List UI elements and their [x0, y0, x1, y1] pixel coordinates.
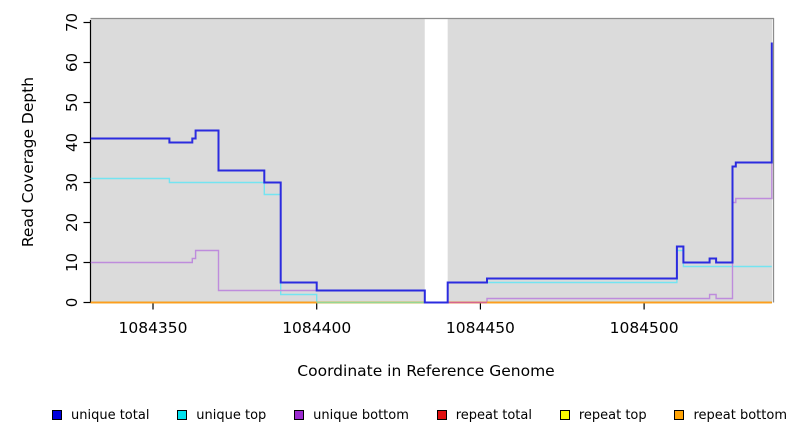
legend-swatch-icon — [674, 410, 685, 420]
legend-label: unique top — [196, 407, 267, 423]
masked-region — [424, 19, 448, 304]
series-unique-total — [90, 42, 773, 304]
legend-label: repeat bottom — [693, 407, 787, 423]
y-tick-label: 60 — [63, 53, 81, 72]
legend-label: repeat top — [578, 407, 647, 423]
y-tick-label: 0 — [63, 298, 81, 308]
series-unique-top — [90, 177, 772, 304]
y-tick-label: 70 — [63, 13, 81, 32]
legend-swatch-icon — [436, 410, 447, 420]
legend-swatch-icon — [559, 410, 570, 420]
legend-label: unique bottom — [313, 407, 409, 423]
y-tick-label: 20 — [63, 213, 81, 232]
plot-area: 0 10 20 30 40 50 60 70 1084350 1084400 1084450 1084… — [63, 13, 775, 337]
y-tick-label: 40 — [63, 133, 81, 152]
legend-item-unique-bottom: unique bottom — [294, 408, 409, 423]
legend-label: unique total — [71, 407, 150, 423]
y-tick-label: 50 — [63, 93, 81, 112]
legend: unique total unique top unique bottom repea… — [52, 407, 787, 423]
y-tick-label: 10 — [63, 253, 81, 272]
series-unique-bottom — [90, 162, 773, 304]
legend-item-unique-total: unique total — [52, 408, 149, 423]
y-tick-label: 30 — [63, 173, 81, 192]
coverage-chart: 0 10 20 30 40 50 60 70 1084350 1084400 1084450 1084… — [19, 13, 775, 380]
y-axis-title: Read Coverage Depth — [19, 77, 37, 247]
x-tick-label: 1084450 — [446, 319, 515, 337]
legend-item-unique-top: unique top — [177, 408, 266, 423]
legend-item-repeat-total: repeat total — [436, 407, 532, 423]
legend-swatch-icon — [52, 410, 62, 420]
legend-label: repeat total — [455, 407, 532, 423]
legend-item-repeat-bottom: repeat bottom — [674, 408, 787, 423]
x-axis-title: Coordinate in Reference Genome — [297, 362, 554, 380]
legend-swatch-icon — [177, 410, 188, 420]
x-tick-label: 1084500 — [610, 319, 679, 337]
legend-item-repeat-top: repeat top — [559, 407, 647, 423]
legend-swatch-icon — [294, 410, 305, 420]
x-tick-label: 1084400 — [282, 319, 351, 337]
x-tick-label: 1084350 — [118, 319, 187, 337]
